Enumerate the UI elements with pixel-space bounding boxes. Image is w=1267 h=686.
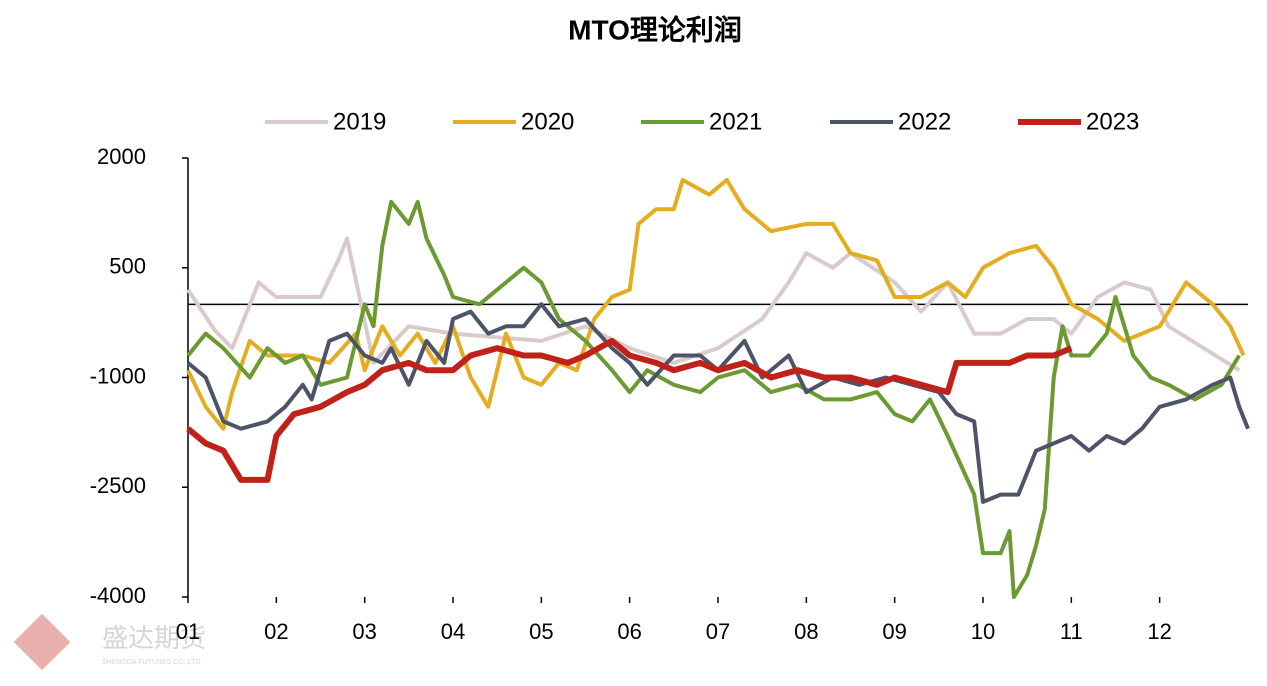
x-tick-label: 12 [1147, 619, 1171, 644]
legend-label: 2021 [709, 108, 762, 135]
series-line [186, 199, 1241, 599]
y-tick-label: 2000 [97, 144, 146, 169]
watermark-name: 盛达期货 [102, 623, 206, 653]
legend-label: 2019 [333, 108, 386, 135]
x-tick-label: 03 [352, 619, 376, 644]
watermark-subtitle: SHENGDA FUTURES CO.,LTD. [102, 659, 202, 666]
x-tick-label: 01 [176, 619, 200, 644]
series-line [186, 337, 1073, 483]
y-tick-label: -4000 [90, 583, 146, 608]
legend-label: 2023 [1086, 108, 1139, 135]
x-tick-label: 04 [441, 619, 465, 644]
x-tick-label: 05 [529, 619, 553, 644]
legend-label: 2022 [898, 108, 951, 135]
x-tick-label: 10 [971, 619, 995, 644]
y-tick-label: -2500 [90, 473, 146, 498]
x-tick-label: 06 [617, 619, 641, 644]
series-line [186, 236, 1241, 372]
chart-title: MTO理论利润 [568, 13, 742, 45]
logo [13, 613, 71, 671]
series-line [186, 302, 1250, 504]
x-tick-label: 11 [1060, 619, 1083, 644]
series-line [186, 178, 1246, 431]
y-tick-label: -1000 [90, 363, 146, 388]
x-tick-label: 07 [706, 619, 730, 644]
x-tick-label: 08 [794, 619, 818, 644]
x-tick-label: 02 [264, 619, 288, 644]
legend-label: 2020 [521, 108, 574, 135]
x-tick-label: 09 [882, 619, 906, 644]
y-tick-label: 500 [109, 254, 146, 279]
